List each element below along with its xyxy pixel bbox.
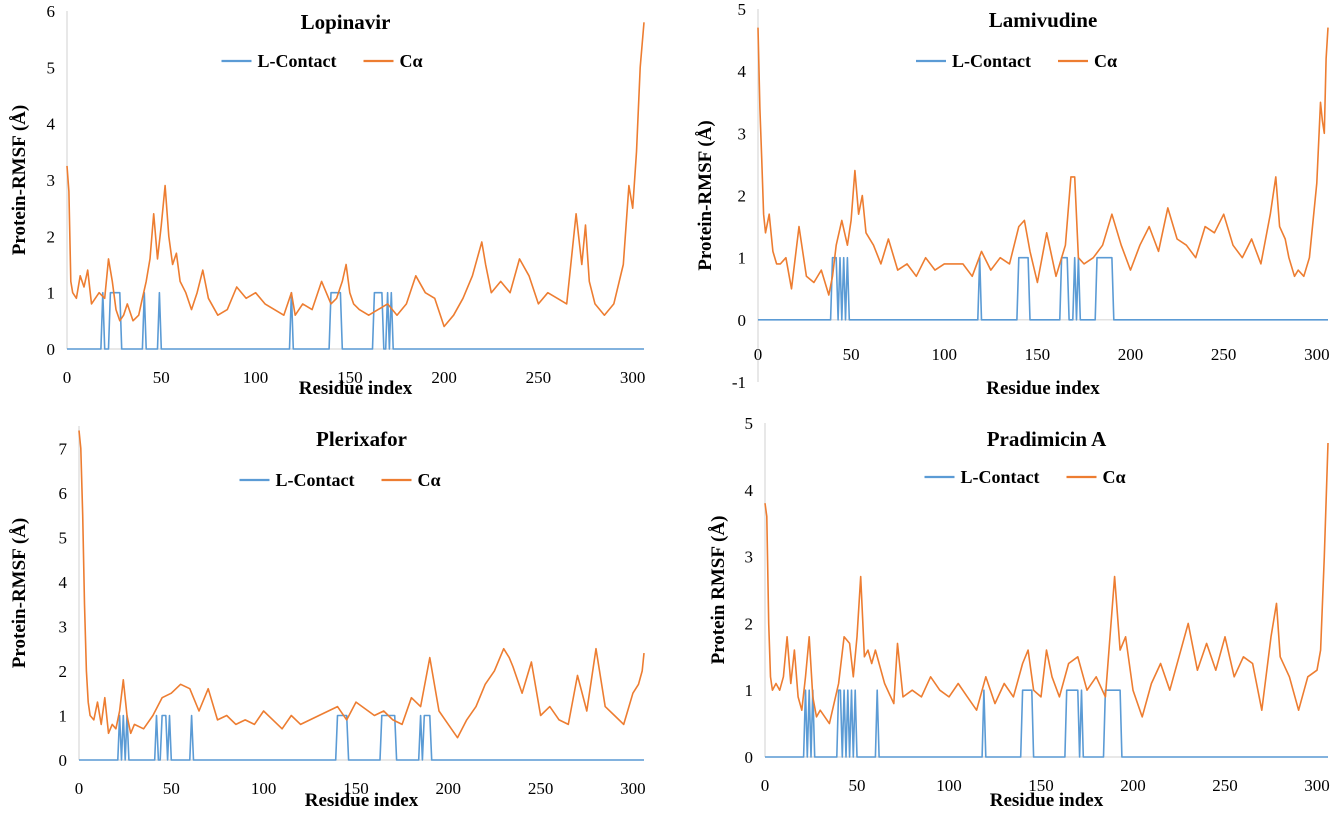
x-tick-label: 250 (528, 779, 554, 798)
y-axis-label: Protein-RMSF (Å) (9, 518, 30, 668)
series-line-calpha (764, 442, 1329, 725)
series-line-contact (765, 689, 1328, 758)
y-tick-label: 4 (59, 573, 68, 592)
y-tick-label: 6 (47, 2, 56, 21)
y-axis-label: Protein RMSF (Å) (708, 516, 729, 665)
y-tick-label: 5 (745, 414, 754, 433)
series-line-calpha (66, 22, 645, 328)
chart-panel-1: 0 1 2 3 4 5 6 0 50 100 150 200 250 300 Lopinavir Protei… (9, 2, 645, 399)
y-tick-label: 1 (59, 706, 68, 725)
chart-title: Lopinavir (301, 10, 391, 34)
x-tick-label: 100 (251, 779, 277, 798)
x-tick-label: 250 (526, 368, 552, 387)
chart-legend: L-Contact Cα (924, 467, 1126, 487)
y-axis-label: Protein-RMSF (Å) (9, 105, 30, 255)
series-line-calpha (78, 430, 645, 739)
x-tick-label: 0 (63, 368, 72, 387)
x-axis-label: Residue index (990, 790, 1104, 811)
legend-label-contact: L-Contact (258, 51, 337, 71)
x-tick-label: 300 (620, 779, 646, 798)
y-tick-label: 7 (59, 439, 68, 458)
y-tick-label: 2 (59, 662, 68, 681)
legend-label-calpha: Cα (1094, 51, 1117, 71)
x-tick-label: 300 (1304, 345, 1330, 364)
x-tick-label: 300 (620, 368, 646, 387)
x-tick-label: 0 (761, 776, 770, 795)
y-tick-label: 3 (738, 124, 747, 143)
chart-legend: L-Contact Cα (239, 470, 441, 490)
x-tick-label: 250 (1211, 345, 1237, 364)
x-tick-label: 0 (754, 345, 763, 364)
x-tick-label: 150 (1025, 345, 1051, 364)
y-tick-label: 2 (738, 187, 747, 206)
x-axis-label: Residue index (986, 378, 1100, 399)
legend-label-contact: L-Contact (952, 51, 1031, 71)
y-tick-label: 1 (745, 681, 754, 700)
series-line-contact (79, 714, 644, 761)
y-tick-label: 5 (738, 0, 747, 19)
x-axis-label: Residue index (299, 378, 413, 399)
y-tick-label: -1 (732, 373, 746, 392)
x-tick-label: 200 (431, 368, 457, 387)
x-tick-label: 150 (1028, 776, 1054, 795)
chart-title: Plerixafor (316, 427, 407, 451)
x-tick-label: 50 (163, 779, 180, 798)
y-tick-label: 0 (745, 748, 754, 767)
legend-label-contact: L-Contact (276, 470, 355, 490)
y-tick-label: 4 (738, 62, 747, 81)
x-tick-label: 50 (843, 345, 860, 364)
y-tick-label: 1 (738, 249, 747, 268)
y-tick-label: 2 (745, 614, 754, 633)
y-tick-label: 0 (47, 340, 56, 359)
y-tick-label: 6 (59, 484, 68, 503)
y-tick-label: 1 (47, 284, 56, 303)
y-tick-label: 3 (47, 171, 56, 190)
chart-legend: L-Contact Cα (221, 51, 423, 71)
x-tick-label: 100 (936, 776, 962, 795)
y-tick-label: 4 (745, 481, 754, 500)
chart-legend: L-Contact Cα (916, 51, 1117, 71)
chart-title: Pradimicin A (987, 427, 1107, 451)
x-tick-label: 250 (1212, 776, 1238, 795)
x-tick-label: 50 (848, 776, 865, 795)
x-tick-label: 300 (1304, 776, 1330, 795)
x-axis-label: Residue index (305, 790, 419, 811)
y-tick-label: 0 (738, 311, 747, 330)
y-tick-label: 5 (59, 528, 68, 547)
legend-label-calpha: Cα (418, 470, 441, 490)
legend-label-contact: L-Contact (961, 467, 1040, 487)
x-tick-label: 200 (1120, 776, 1146, 795)
chart-panel-3: 0 1 2 3 4 5 6 7 0 50 100 150 200 250 300 Plerixafor Prot… (9, 426, 646, 811)
series-line-contact (67, 291, 644, 350)
y-tick-label: 2 (47, 227, 56, 246)
x-tick-label: 200 (1118, 345, 1144, 364)
y-tick-label: 4 (47, 115, 56, 134)
x-tick-label: 100 (932, 345, 958, 364)
chart-title: Lamivudine (989, 8, 1098, 32)
series-line-contact (758, 256, 1328, 321)
y-tick-label: 3 (59, 617, 68, 636)
x-tick-label: 100 (243, 368, 269, 387)
x-tick-label: 50 (153, 368, 170, 387)
y-tick-label: 0 (59, 751, 68, 770)
legend-label-calpha: Cα (1103, 467, 1126, 487)
series-line-calpha (757, 27, 1329, 296)
x-tick-label: 0 (75, 779, 84, 798)
y-axis-label: Protein-RMSF (Å) (695, 120, 716, 270)
y-tick-label: 5 (47, 58, 56, 77)
legend-label-calpha: Cα (400, 51, 423, 71)
x-tick-label: 200 (436, 779, 462, 798)
x-tick-label: 150 (343, 779, 369, 798)
y-tick-label: 3 (745, 548, 754, 567)
x-tick-label: 150 (337, 368, 363, 387)
